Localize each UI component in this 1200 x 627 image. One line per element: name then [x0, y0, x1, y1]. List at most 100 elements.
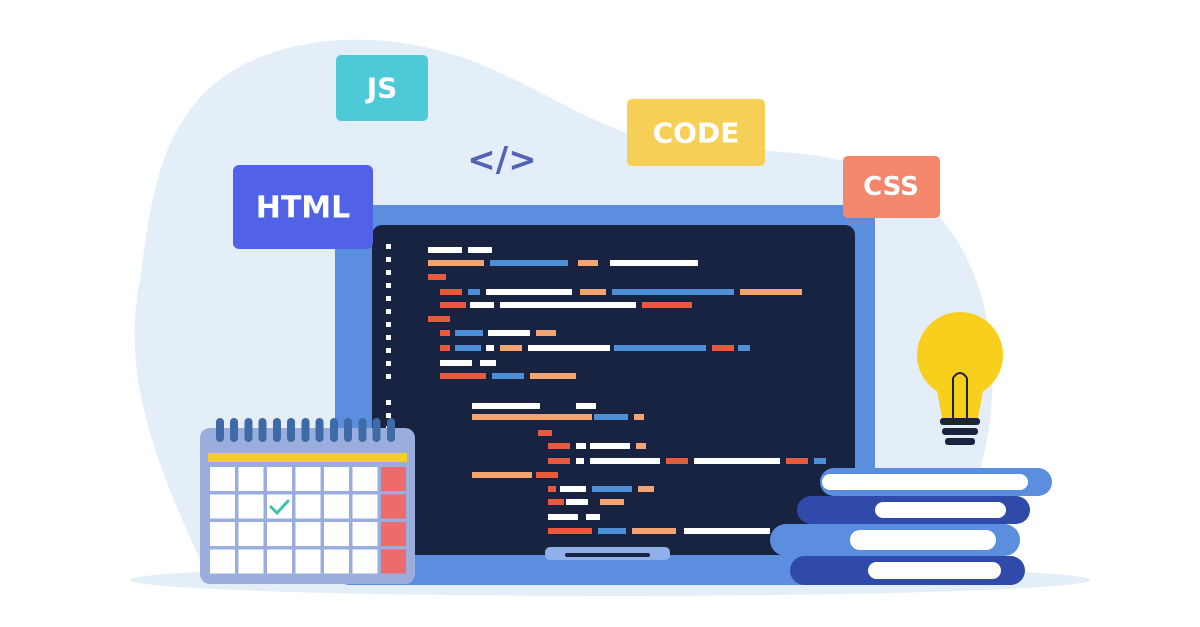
line-dot [386, 322, 391, 327]
code-dash [632, 528, 676, 534]
code-dash [548, 458, 570, 464]
code-dash [500, 302, 636, 308]
code-dash [684, 528, 770, 534]
calendar-cell [267, 522, 292, 546]
code-dash [428, 247, 462, 253]
code-dash [580, 289, 606, 295]
code-dash [576, 458, 584, 464]
line-dot [386, 361, 391, 366]
calendar-cell [352, 522, 378, 546]
badge-html [233, 165, 373, 249]
code-dash [470, 302, 494, 308]
code-dash [488, 330, 530, 336]
code-dash [598, 528, 626, 534]
code-dash [560, 486, 586, 492]
code-dash [468, 289, 480, 295]
badge-code [627, 99, 765, 166]
code-dash [548, 514, 578, 520]
code-dash [455, 330, 483, 336]
code-dash [634, 414, 644, 420]
calendar-cell [324, 494, 349, 519]
code-dash [440, 289, 462, 295]
calendar-ring [301, 418, 310, 442]
book-stack [770, 468, 1052, 585]
code-dash [594, 414, 628, 420]
code-dash [486, 345, 494, 351]
badge-label: JS [365, 72, 398, 105]
code-dash [642, 302, 692, 308]
code-dash [428, 274, 446, 280]
calendar-cell [381, 549, 406, 574]
calendar-ring [358, 418, 367, 442]
line-dot [386, 296, 391, 301]
book-pages [850, 530, 996, 550]
calendar-ring [258, 418, 267, 442]
calendar-cell [210, 522, 235, 546]
code-dash [486, 289, 572, 295]
lightbulb [917, 312, 1003, 445]
calendar-cell [295, 494, 321, 519]
calendar-cell [238, 522, 264, 546]
code-dash [492, 373, 524, 379]
code-dash [712, 345, 734, 351]
calendar-cell [381, 522, 406, 546]
badge-label: HTML [256, 191, 351, 226]
calendar-ring [330, 418, 338, 442]
calendar-cell [324, 549, 349, 574]
code-tag: </> [467, 140, 536, 180]
calendar-cell [295, 467, 321, 491]
line-dot [386, 309, 391, 314]
badge-js [336, 55, 428, 121]
code-dash [428, 260, 484, 266]
calendar-cell [238, 494, 264, 519]
code-dash [500, 345, 522, 351]
calendar-cell [210, 549, 235, 574]
laptop-notch [565, 553, 650, 557]
code-dash [440, 330, 450, 336]
code-dash [592, 486, 632, 492]
calendar-cell [210, 494, 235, 519]
code-dash [586, 514, 600, 520]
code-dash [638, 486, 654, 492]
book-pages [822, 474, 1028, 490]
code-dash [548, 528, 592, 534]
code-dash [548, 486, 556, 492]
code-dash [538, 430, 552, 436]
code-dash [472, 403, 540, 409]
line-dot [386, 400, 391, 405]
calendar-cell [381, 494, 406, 519]
calendar [200, 418, 415, 584]
calendar-ring [230, 418, 238, 442]
calendar-cell [238, 467, 264, 491]
code-dash [536, 330, 556, 336]
code-dash [440, 373, 486, 379]
book-pages [868, 562, 1001, 579]
line-dot [386, 413, 391, 418]
code-dash [548, 443, 570, 449]
calendar-ring [315, 418, 324, 442]
code-dash [428, 316, 450, 322]
calendar-cell [295, 549, 321, 574]
code-dash [786, 458, 808, 464]
calendar-cell [210, 467, 235, 491]
calendar-cell [267, 549, 292, 574]
calendar-ring [372, 418, 381, 442]
calendar-cell [324, 522, 349, 546]
code-dash [740, 289, 802, 295]
code-dash [490, 260, 568, 266]
calendar-cell [324, 467, 349, 491]
book-pages [875, 502, 1006, 518]
code-dash [610, 260, 698, 266]
code-lines [386, 244, 826, 535]
code-dash [440, 302, 466, 308]
code-dash [472, 472, 532, 478]
calendar-ring [244, 418, 253, 442]
code-dash [590, 443, 630, 449]
code-dash [694, 458, 780, 464]
calendar-cell [352, 549, 378, 574]
code-dash [455, 345, 481, 351]
code-dash [528, 345, 610, 351]
line-dot [386, 270, 391, 275]
code-dash [576, 403, 596, 409]
line-dot [386, 374, 391, 379]
